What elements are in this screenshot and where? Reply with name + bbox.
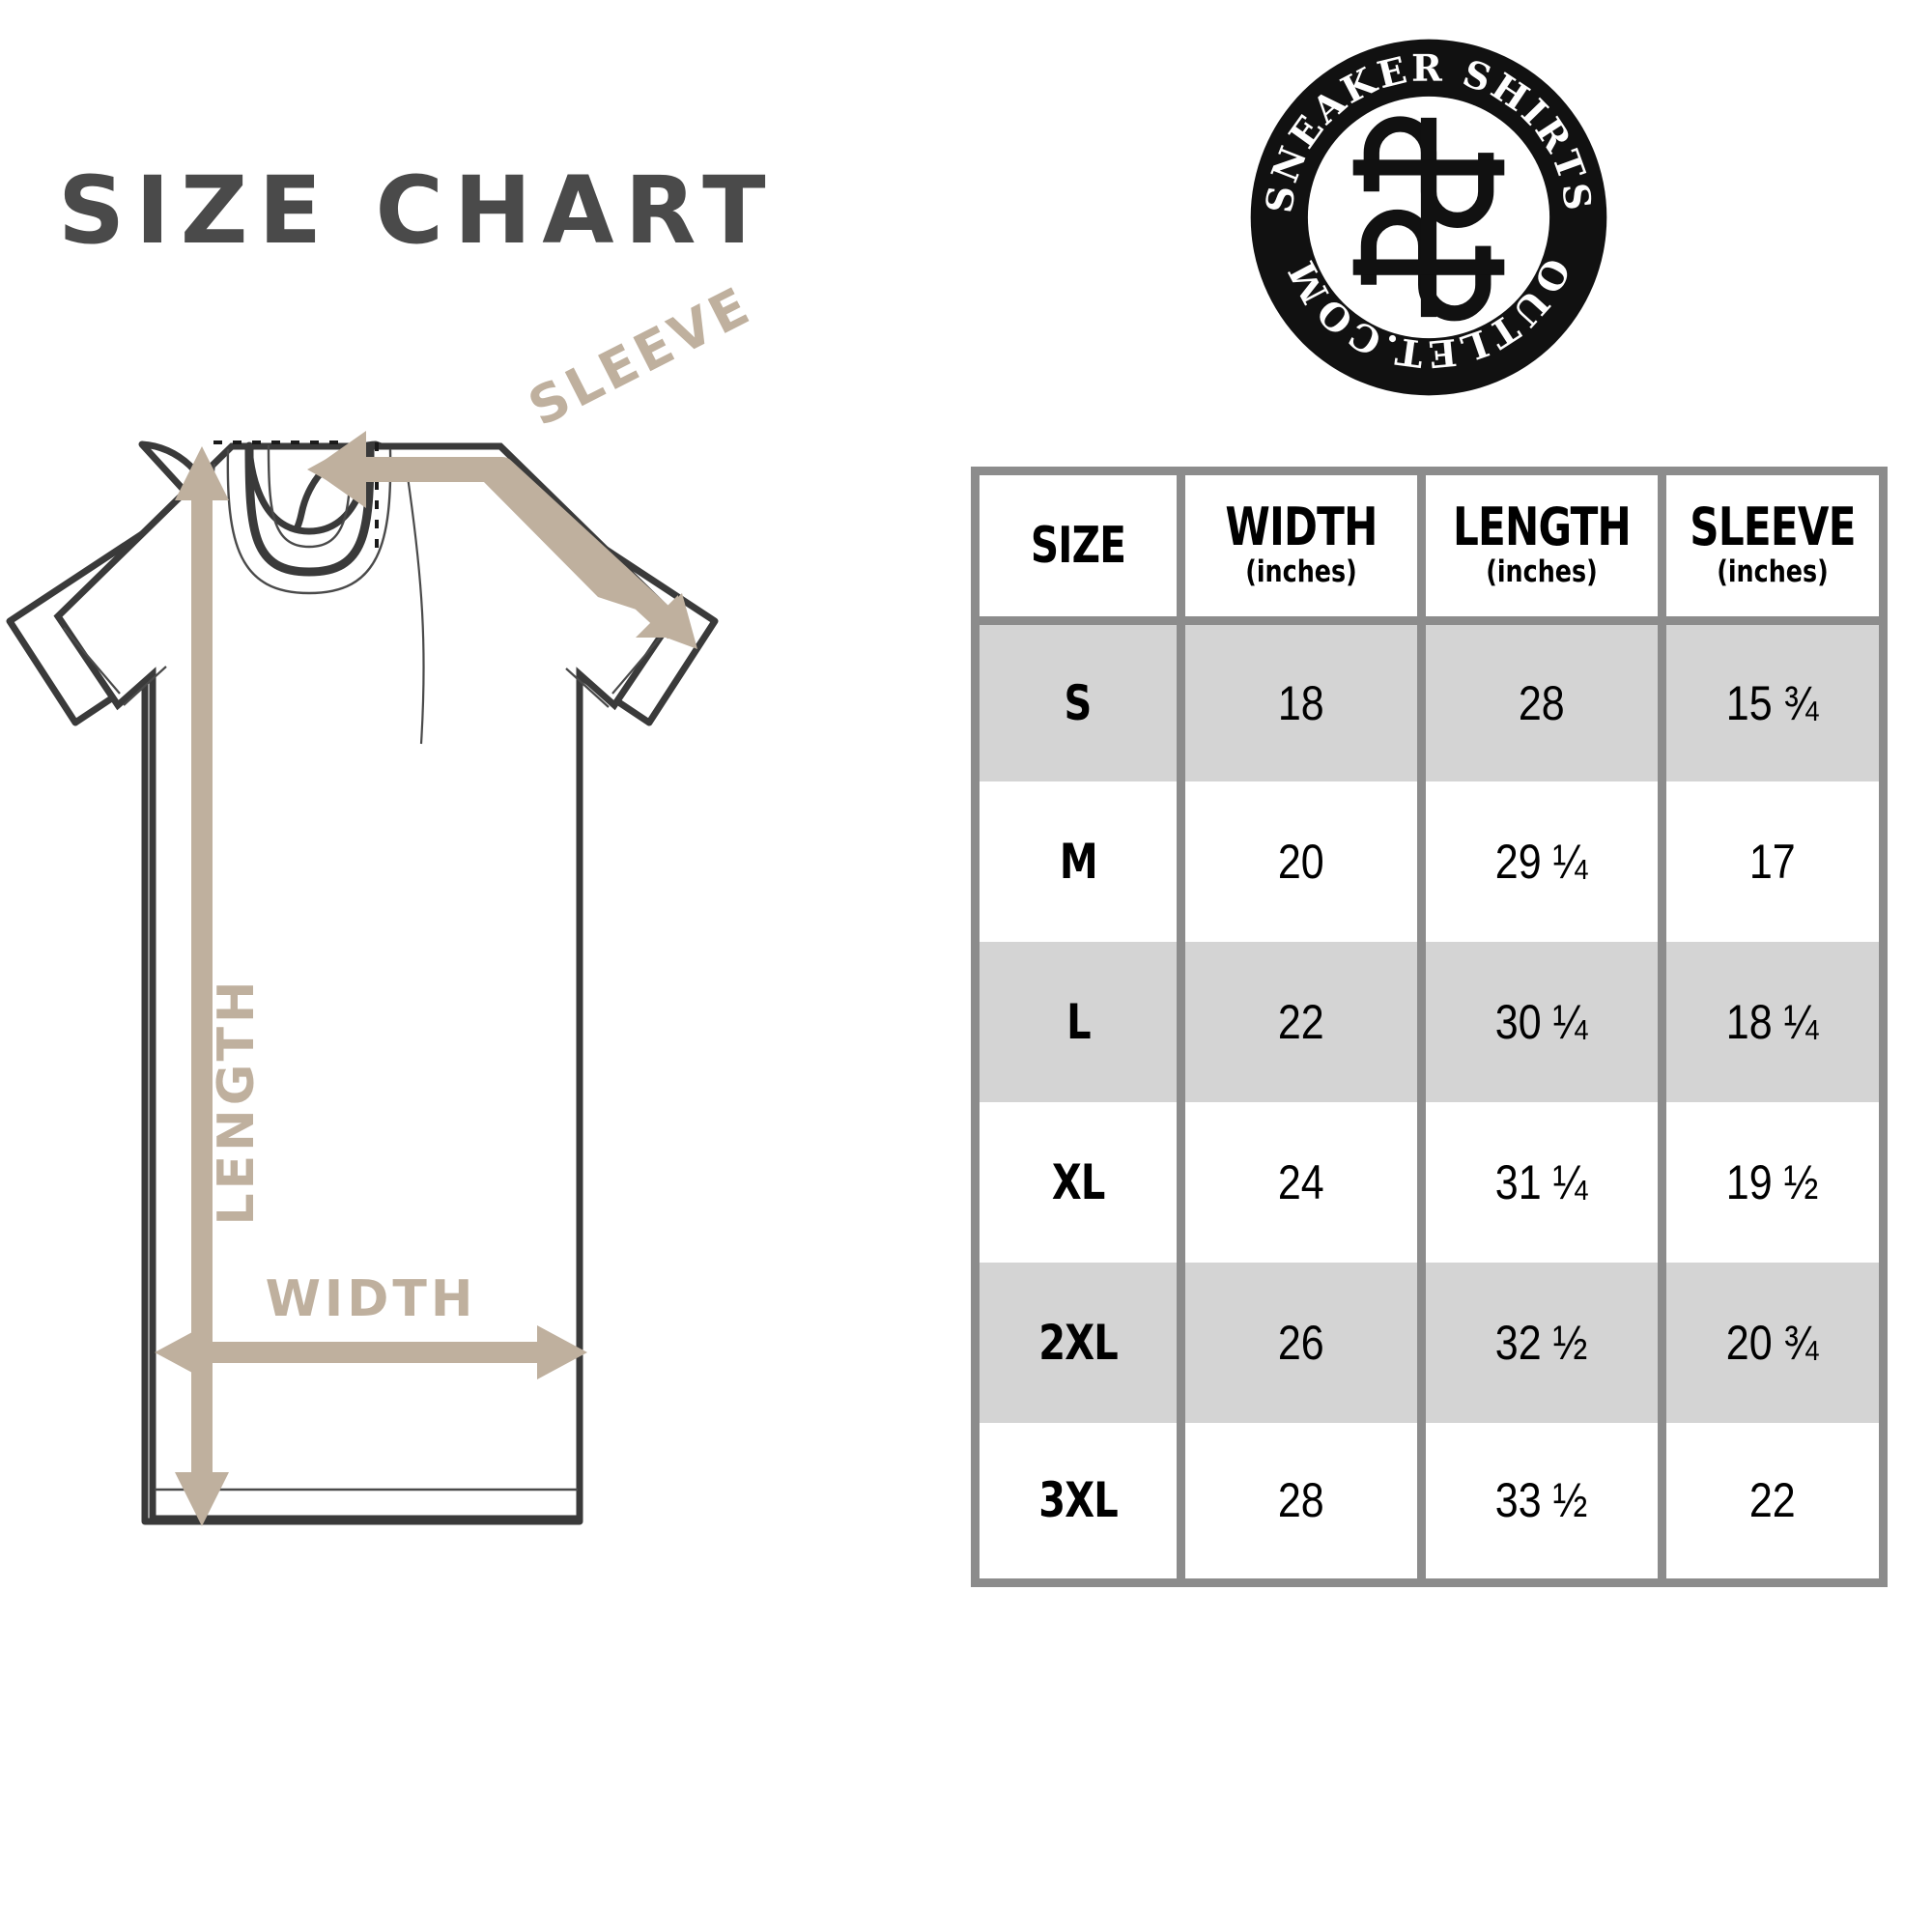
- sleeve-value: 18 ¼: [1726, 994, 1819, 1049]
- cell-sleeve: 19 ½: [1662, 1101, 1884, 1263]
- header-length-main: LENGTH: [1452, 496, 1632, 557]
- cell-width: 26: [1180, 1262, 1426, 1423]
- brand-logo: SNEAKER SHIRTS OUTLET.COM: [1244, 33, 1613, 402]
- width-label: WIDTH: [266, 1270, 477, 1328]
- cell-length: 32 ½: [1421, 1262, 1666, 1423]
- sleeve-arrow-head-left: [307, 439, 363, 500]
- cell-sleeve: 22: [1662, 1422, 1884, 1583]
- sleeve-value: 15 ¾: [1726, 675, 1819, 730]
- tshirt-collar: [244, 441, 375, 577]
- width-value: 22: [1278, 994, 1324, 1049]
- sleeve-value: 20 ¾: [1726, 1315, 1819, 1370]
- length-label: LENGTH: [208, 978, 266, 1226]
- cell-size: XL: [975, 1101, 1185, 1263]
- table-row: 3XL 28 33 ½ 22: [975, 1422, 1884, 1583]
- width-value: 28: [1278, 1473, 1324, 1528]
- cell-sleeve: 18 ¼: [1662, 941, 1884, 1102]
- width-arrow-head-right: [537, 1325, 587, 1379]
- cell-length: 30 ¼: [1421, 941, 1666, 1102]
- leader-lines: [213, 440, 379, 553]
- cell-size: L: [975, 941, 1185, 1102]
- length-value: 30 ¼: [1495, 994, 1588, 1049]
- cell-width: 20: [1180, 781, 1426, 942]
- width-value: 20: [1278, 834, 1324, 889]
- table-row: L 22 30 ¼ 18 ¼: [975, 941, 1884, 1102]
- cell-size: 3XL: [975, 1422, 1185, 1583]
- width-value: 26: [1278, 1315, 1324, 1370]
- length-arrow-head-bottom: [175, 1472, 229, 1526]
- size-value: S: [1064, 674, 1093, 731]
- sleeve-arrow-line: [336, 457, 685, 639]
- size-value: 3XL: [1038, 1472, 1119, 1529]
- width-value: 18: [1278, 675, 1324, 730]
- tshirt-collar-stitch: [226, 444, 392, 595]
- cell-size: S: [975, 620, 1185, 781]
- cell-length: 31 ¼: [1421, 1101, 1666, 1263]
- length-value: 32 ½: [1495, 1315, 1588, 1370]
- table-row: XL 24 31 ¼ 19 ½: [975, 1101, 1884, 1263]
- cell-length: 33 ½: [1421, 1422, 1666, 1583]
- size-value: M: [1059, 833, 1097, 890]
- header-sleeve-sub: (inches): [1717, 554, 1829, 589]
- cell-sleeve: 17: [1662, 781, 1884, 942]
- length-value: 29 ¼: [1495, 834, 1588, 889]
- cell-sleeve: 15 ¾: [1662, 620, 1884, 781]
- cell-size: 2XL: [975, 1262, 1185, 1423]
- sleeve-value: 19 ½: [1726, 1154, 1819, 1209]
- length-arrow-head-top: [175, 446, 229, 500]
- sleeve-value: 17: [1749, 834, 1796, 889]
- header-length-sub: (inches): [1486, 554, 1598, 589]
- table-row: 2XL 26 32 ½ 20 ¾: [975, 1262, 1884, 1423]
- size-value: XL: [1051, 1153, 1106, 1210]
- sleeve-arrow-head-right: [645, 593, 697, 649]
- header-cell-sleeve: SLEEVE (inches): [1662, 470, 1884, 625]
- sleeve-value: 22: [1749, 1473, 1796, 1528]
- table-row: M 20 29 ¼ 17: [975, 781, 1884, 942]
- cell-width: 18: [1180, 620, 1426, 781]
- width-value: 24: [1278, 1154, 1324, 1209]
- length-value: 28: [1519, 675, 1565, 730]
- table-body: S 18 28 15 ¾ M 20 29 ¼ 17 L 22 30 ¼ 18 ¼…: [975, 620, 1884, 1583]
- header-cell-size: SIZE: [975, 470, 1185, 625]
- header-sleeve-main: SLEEVE: [1690, 496, 1856, 557]
- table-header-row: SIZE WIDTH (inches) LENGTH (inches) SLEE…: [975, 470, 1884, 625]
- size-chart-table: SIZE WIDTH (inches) LENGTH (inches) SLEE…: [971, 467, 1888, 1587]
- cell-size: M: [975, 781, 1185, 942]
- table-row: S 18 28 15 ¾: [975, 620, 1884, 781]
- header-width-sub: (inches): [1245, 554, 1357, 589]
- table-header: SIZE WIDTH (inches) LENGTH (inches) SLEE…: [975, 470, 1884, 625]
- header-size-main: SIZE: [1030, 517, 1126, 575]
- cell-length: 28: [1421, 620, 1666, 781]
- cell-sleeve: 20 ¾: [1662, 1262, 1884, 1423]
- page-title: SIZE CHART: [58, 156, 777, 265]
- length-value: 31 ¼: [1495, 1154, 1588, 1209]
- header-cell-length: LENGTH (inches): [1421, 470, 1666, 625]
- size-value: 2XL: [1038, 1314, 1119, 1371]
- cell-width: 28: [1180, 1422, 1426, 1583]
- cell-width: 24: [1180, 1101, 1426, 1263]
- length-value: 33 ½: [1495, 1473, 1588, 1528]
- header-cell-width: WIDTH (inches): [1180, 470, 1426, 625]
- header-width-main: WIDTH: [1225, 496, 1378, 557]
- cell-length: 29 ¼: [1421, 781, 1666, 942]
- cell-width: 22: [1180, 941, 1426, 1102]
- sleeve-label: SLEEVE: [519, 274, 761, 439]
- size-value: L: [1065, 993, 1091, 1050]
- logo-ss-monogram: [1352, 116, 1505, 322]
- tshirt-diagram: SLEEVE WIDTH LENGTH: [0, 274, 773, 1526]
